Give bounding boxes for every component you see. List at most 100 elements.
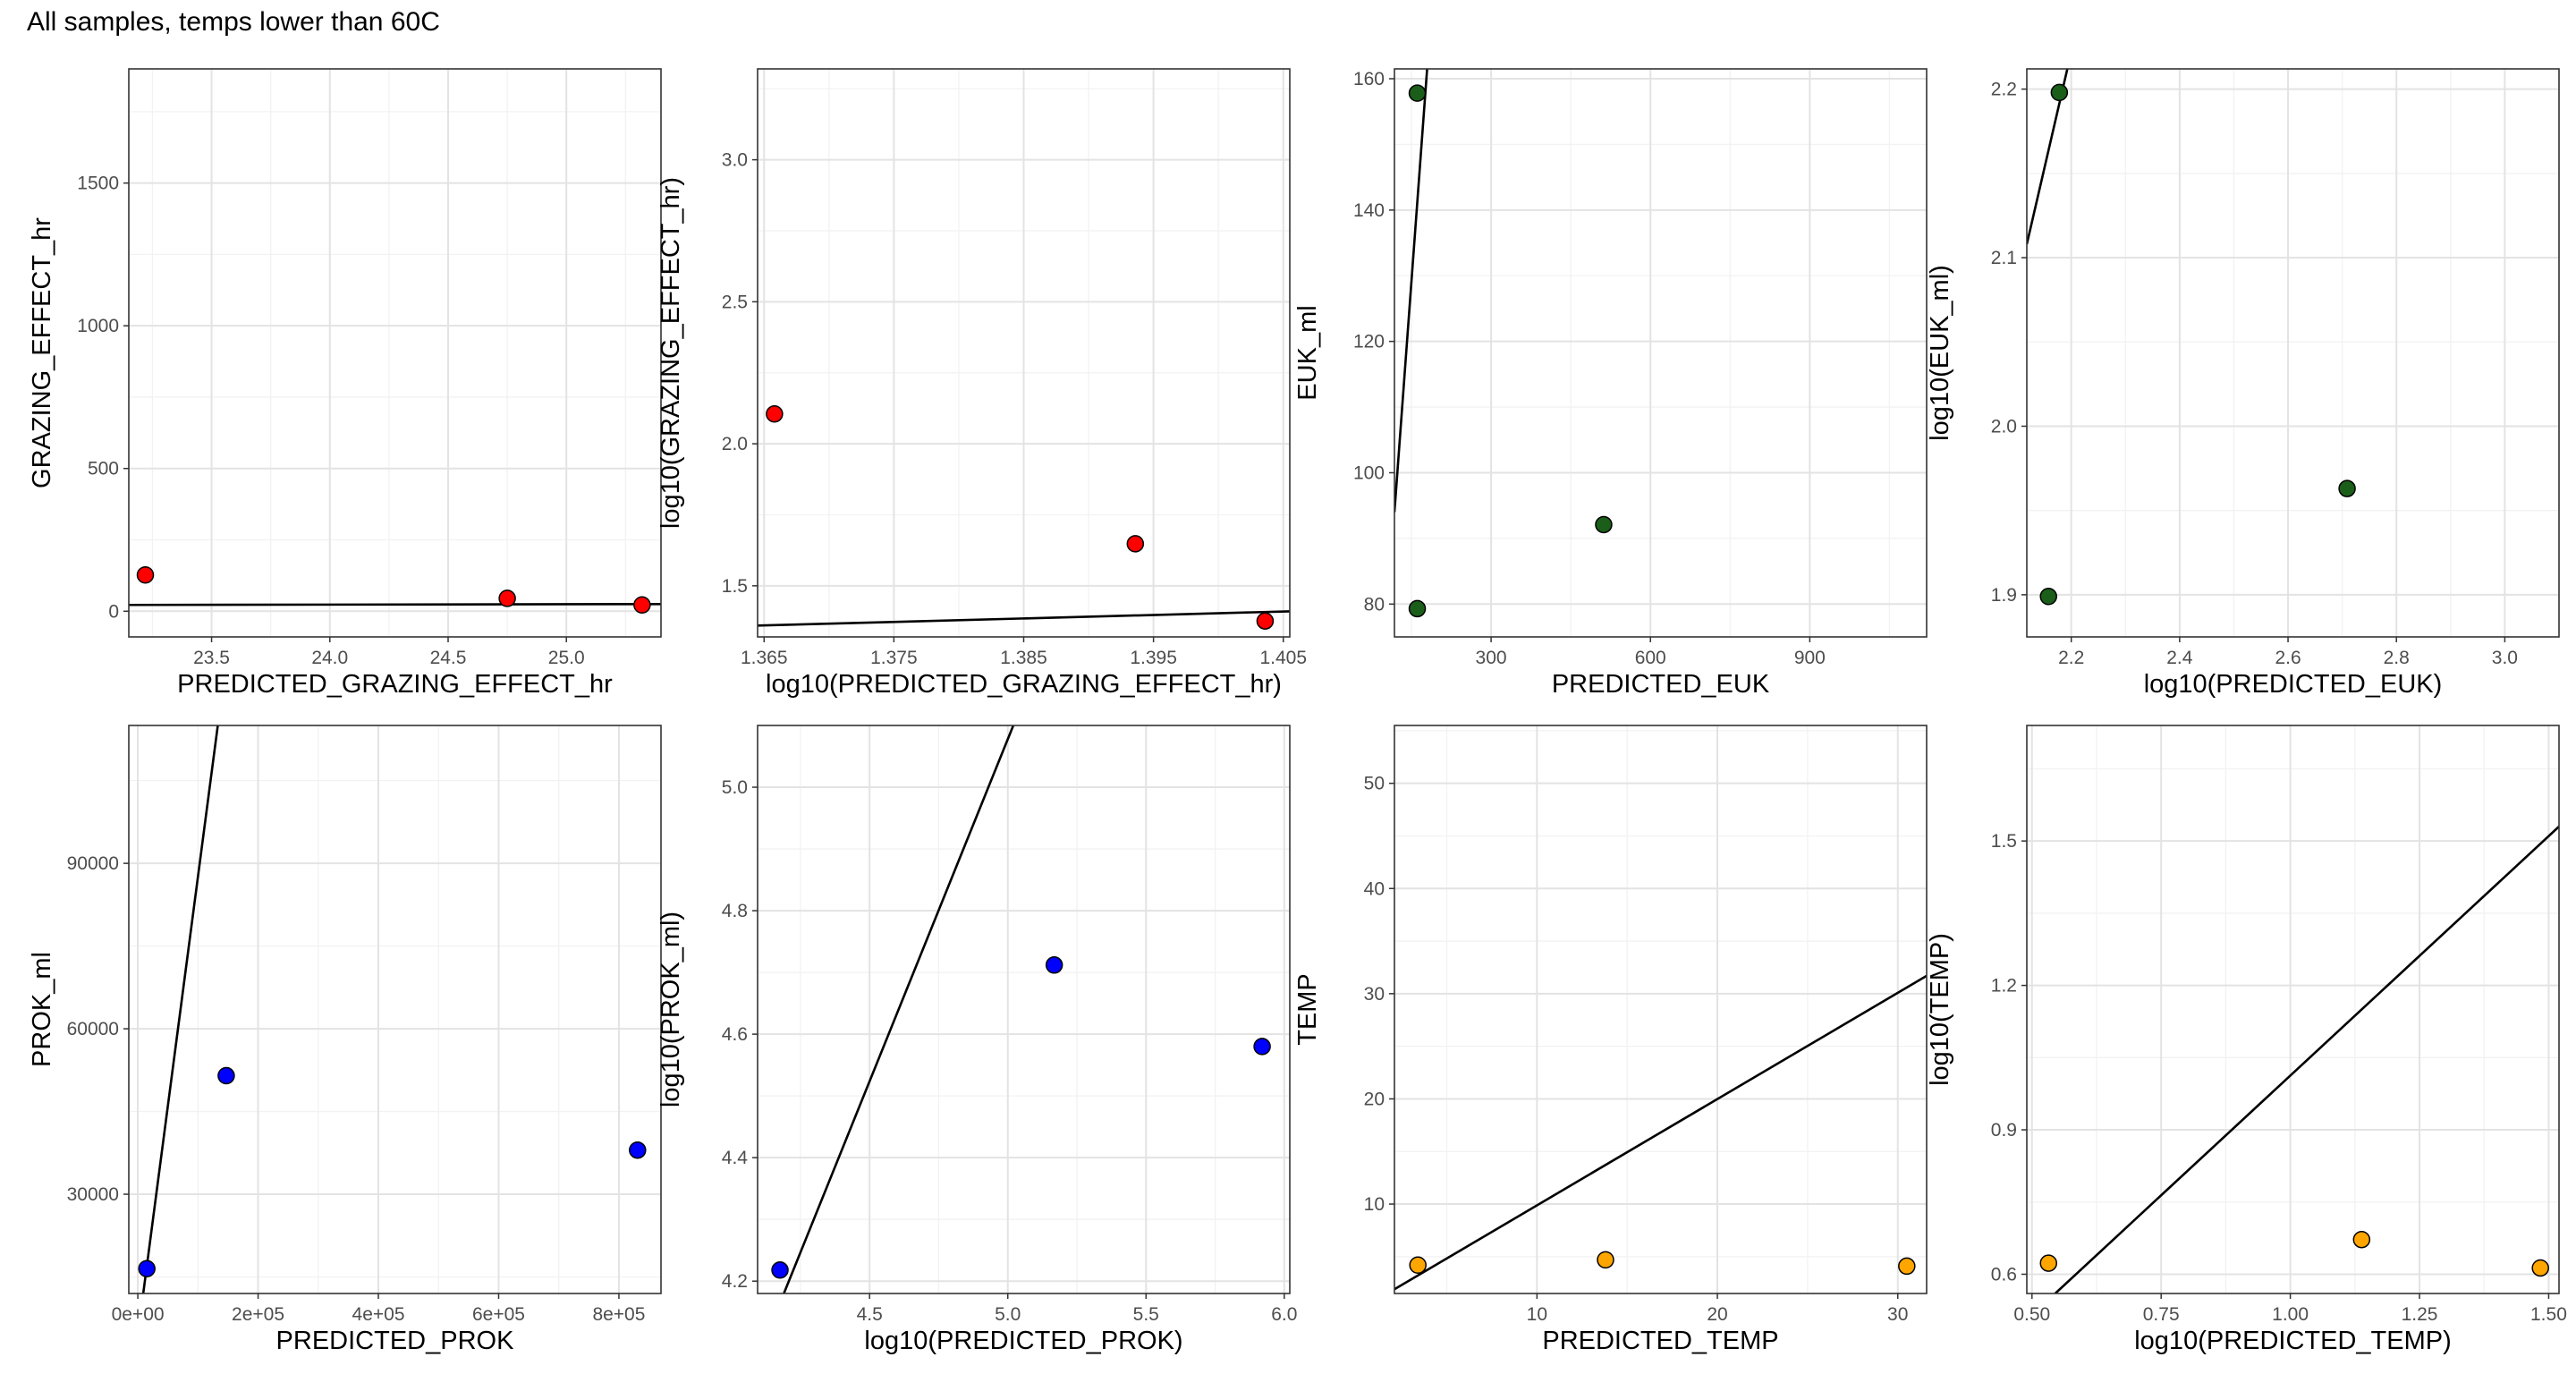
chart-panel-6: 4.5 5.0 5.5 6.04.24.44.64.85.0log10(PREDICT… <box>657 725 1297 1355</box>
data-point <box>629 1141 647 1159</box>
data-point <box>771 1261 789 1279</box>
panel-border <box>1394 725 1928 1294</box>
x-tick-label: 6.0 <box>1271 1304 1297 1325</box>
panel-background <box>2027 69 2559 637</box>
panel-background <box>1394 725 1927 1293</box>
chart-panel-5: 0e+00 2e+05 4e+05 6e+05 8e+05 30000 60000 90000… <box>28 725 662 1355</box>
fit-line <box>783 725 1015 1293</box>
data-point <box>2050 83 2069 102</box>
x-axis-title: PREDICTED_TEMP <box>1542 1327 1778 1355</box>
x-tick-label: 1.375 <box>870 648 918 668</box>
fit-line <box>758 610 1290 627</box>
data-point <box>498 589 516 607</box>
fit-line <box>2054 826 2559 1293</box>
y-tick-label: 3.0 <box>722 150 748 171</box>
data-point <box>138 1260 156 1278</box>
x-tick-label: 4.5 <box>857 1304 883 1325</box>
y-tick-label: 0.6 <box>1991 1264 2017 1285</box>
y-tick-label: 30 <box>1364 984 1385 1005</box>
x-tick-label: 24.5 <box>430 648 467 668</box>
y-tick-label: 80 <box>1364 594 1385 615</box>
y-tick-label: 4.8 <box>722 901 748 921</box>
y-tick-label: 1.9 <box>1991 585 2017 606</box>
y-tick-label: 30000 <box>67 1184 119 1205</box>
x-tick-label: 0e+00 <box>112 1304 165 1325</box>
y-tick-label: 2.1 <box>1991 248 2017 268</box>
y-axis-title: GRAZING_EFFECT_hr <box>28 217 56 488</box>
x-axis-title: log10(PREDICTED_TEMP) <box>2134 1327 2452 1355</box>
x-axis-title: PREDICTED_EUK <box>1552 670 1770 699</box>
x-tick-label: 1.385 <box>1000 648 1047 668</box>
chart-panel-2: 1.365 1.375 1.385 1.395 1.405 1.5 2.0 2.5 3.0 log… <box>657 68 1307 699</box>
x-tick-label: 3.0 <box>2492 648 2518 668</box>
chart-panel-3: 300 600 900 80 100 120 140 160 PREDICTED_EUK EUK_… <box>1293 68 1928 699</box>
fit-line <box>1394 974 1927 1291</box>
x-tick-label: 900 <box>1794 648 1826 668</box>
y-tick-label: 4.6 <box>722 1024 748 1045</box>
data-point <box>2039 588 2057 606</box>
x-tick-label: 1.405 <box>1259 648 1307 668</box>
y-tick-label: 10 <box>1364 1194 1385 1215</box>
x-tick-label: 2.8 <box>2384 648 2410 668</box>
y-axis-title: log10(PROK_ml) <box>657 912 685 1107</box>
y-tick-label: 2.0 <box>1991 416 2017 437</box>
y-axis-title: EUK_ml <box>1293 305 1322 400</box>
panel-background <box>2027 725 2559 1293</box>
y-tick-label: 120 <box>1353 332 1385 352</box>
y-tick-label: 0.9 <box>1991 1120 2017 1141</box>
panel-border <box>757 725 1291 1294</box>
panel-border <box>2026 68 2560 638</box>
data-point <box>217 1066 235 1085</box>
data-point <box>1256 612 1275 630</box>
x-tick-label: 2e+05 <box>232 1304 284 1325</box>
y-tick-label: 2.5 <box>722 292 748 312</box>
fit-line <box>129 603 661 606</box>
x-tick-label: 300 <box>1476 648 1507 668</box>
data-point <box>1408 84 1427 102</box>
x-tick-label: 4e+05 <box>352 1304 405 1325</box>
x-tick-label: 5.0 <box>995 1304 1021 1325</box>
panel-background <box>129 725 661 1293</box>
y-tick-label: 140 <box>1353 200 1385 221</box>
panel-background <box>1394 69 1927 637</box>
y-axis-title: log10(TEMP) <box>1926 933 1954 1086</box>
data-point <box>1408 599 1427 618</box>
x-tick-label: 1.395 <box>1130 648 1177 668</box>
y-tick-label: 1000 <box>77 316 119 336</box>
chart-panel-4: 2.2 2.4 2.6 2.8 3.0 1.9 2.0 2.1 2.2 log10(PREDICT… <box>1926 68 2560 699</box>
data-point <box>766 405 784 423</box>
data-point <box>1126 535 1145 553</box>
x-tick-label: 600 <box>1635 648 1666 668</box>
x-axis-title: PREDICTED_PROK <box>276 1327 515 1355</box>
y-tick-label: 1.5 <box>1991 831 2017 852</box>
panel-border <box>128 725 662 1294</box>
y-tick-label: 40 <box>1364 878 1385 899</box>
x-axis-title: log10(PREDICTED_GRAZING_EFFECT_hr) <box>766 670 1282 699</box>
chart-panel-8: 0.50 0.75 1.00 1.25 1.50 0.6 0.9 1.2 1.5 log10(PR… <box>1926 725 2567 1355</box>
x-tick-label: 20 <box>1707 1304 1727 1325</box>
y-tick-label: 4.4 <box>722 1148 749 1168</box>
y-tick-label: 2.0 <box>722 434 748 454</box>
y-tick-label: 1.5 <box>722 576 748 597</box>
y-tick-label: 4.2 <box>722 1271 748 1292</box>
x-tick-label: 1.25 <box>2402 1304 2438 1325</box>
x-tick-label: 0.50 <box>2013 1304 2050 1325</box>
y-axis-title: log10(EUK_ml) <box>1926 265 1954 441</box>
panel-border <box>128 68 662 638</box>
data-point <box>633 596 651 615</box>
y-tick-label: 90000 <box>67 853 119 874</box>
data-point <box>2338 479 2356 497</box>
data-point <box>1597 1251 1614 1269</box>
data-point <box>1409 1256 1427 1274</box>
x-tick-label: 0.75 <box>2143 1304 2180 1325</box>
x-tick-label: 6e+05 <box>472 1304 525 1325</box>
x-tick-label: 10 <box>1527 1304 1547 1325</box>
y-axis-title: log10(GRAZING_EFFECT_hr) <box>657 177 685 529</box>
y-tick-label: 500 <box>88 459 119 479</box>
x-tick-label: 23.5 <box>193 648 230 668</box>
figure-title: All samples, temps lower than 60C <box>27 7 440 37</box>
chart-panel-7: 10 20 30 10 20 30 40 50 PREDICTED_TEMP TEMP <box>1293 725 1928 1355</box>
x-tick-label: 2.6 <box>2275 648 2301 668</box>
data-point <box>2039 1254 2058 1272</box>
